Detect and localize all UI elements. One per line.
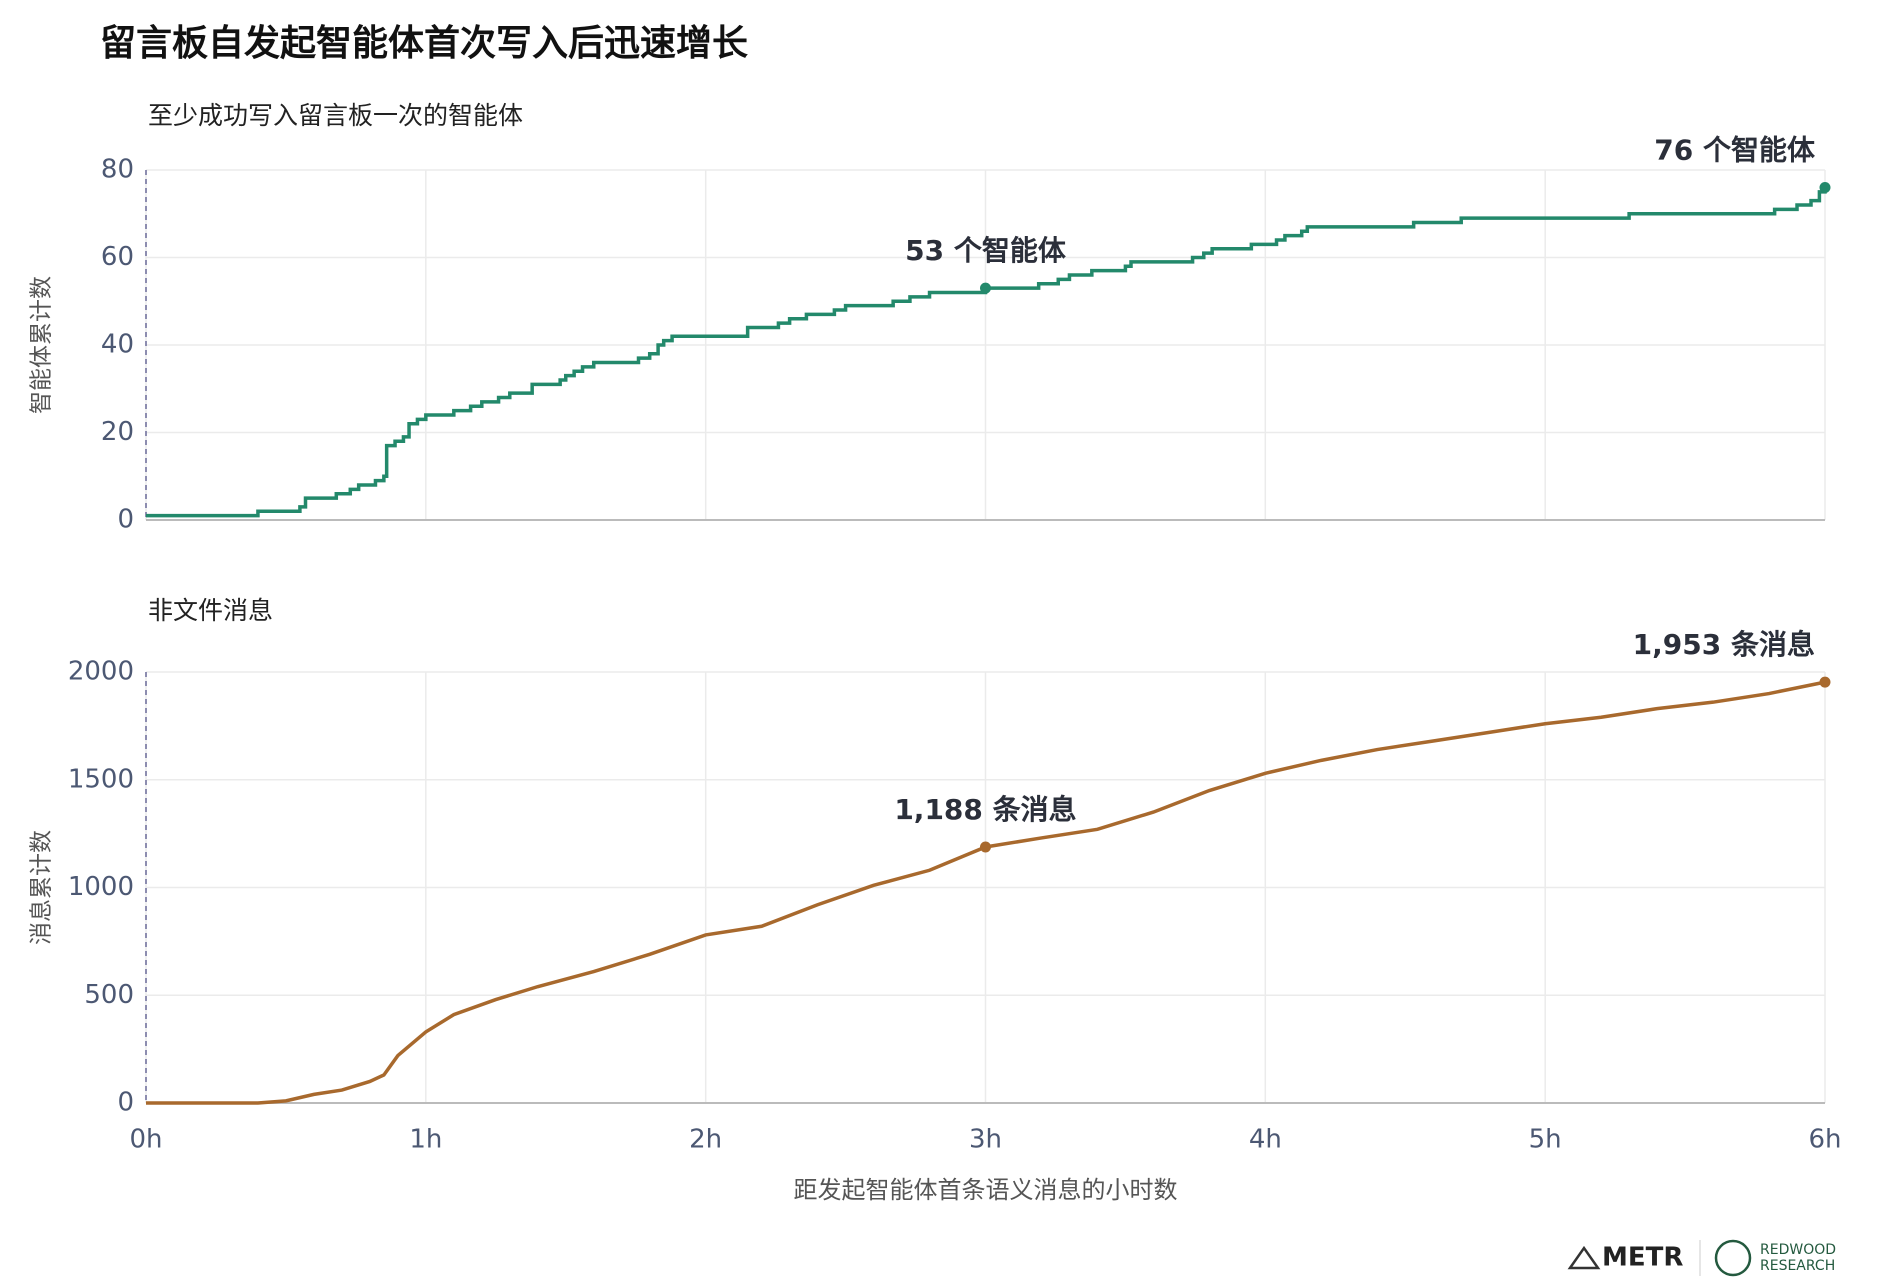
x-tick-label: 6h xyxy=(1808,1125,1841,1155)
annotation-point xyxy=(1819,182,1831,193)
subtitle: 非文件消息 xyxy=(148,596,273,625)
y-tick-label: 0 xyxy=(117,1088,134,1118)
subtitle: 至少成功写入留言板一次的智能体 xyxy=(148,101,523,130)
logo-redwood: REDWOOD xyxy=(1760,1242,1836,1258)
y-tick-label: 40 xyxy=(101,330,134,360)
y-tick-label: 2000 xyxy=(68,657,134,687)
chart-title: 留言板自发起智能体首次写入后迅速增长 xyxy=(100,23,748,64)
data-line xyxy=(146,187,1827,518)
x-tick-label: 1h xyxy=(409,1125,442,1155)
redwood-icon xyxy=(1714,1239,1752,1277)
y-tick-label: 1500 xyxy=(68,764,134,794)
logo-metr: METR xyxy=(1602,1243,1683,1273)
y-axis-label: 智能体累计数 xyxy=(29,276,55,414)
footer-logos: METR REDWOOD RESEARCH xyxy=(1567,1239,1836,1277)
x-tick-label: 5h xyxy=(1529,1125,1562,1155)
x-axis-label: 距发起智能体首条语义消息的小时数 xyxy=(794,1176,1178,1204)
x-tick-label: 0h xyxy=(129,1125,162,1155)
y-tick-label: 60 xyxy=(101,242,134,272)
annotation: 76 个智能体 xyxy=(1654,134,1816,167)
data-line xyxy=(146,680,1826,1105)
y-tick-label: 0 xyxy=(117,505,134,535)
logo-research: RESEARCH xyxy=(1760,1258,1835,1274)
annotation: 1,188 条消息 xyxy=(894,793,1076,826)
x-tick-label: 2h xyxy=(689,1125,722,1155)
metr-icon xyxy=(1567,1245,1601,1270)
annotation-point xyxy=(980,841,991,853)
annotation: 53 个智能体 xyxy=(905,234,1067,267)
y-tick-label: 80 xyxy=(101,155,134,185)
x-tick-label: 4h xyxy=(1249,1125,1282,1155)
y-axis-label: 消息累计数 xyxy=(29,830,55,945)
y-tick-label: 1000 xyxy=(68,872,134,902)
annotation-point xyxy=(1819,676,1831,688)
annotation-point xyxy=(980,282,991,294)
y-tick-label: 500 xyxy=(84,980,134,1010)
x-tick-label: 3h xyxy=(969,1125,1002,1155)
annotation: 1,953 条消息 xyxy=(1633,628,1815,661)
y-tick-label: 20 xyxy=(101,417,134,447)
